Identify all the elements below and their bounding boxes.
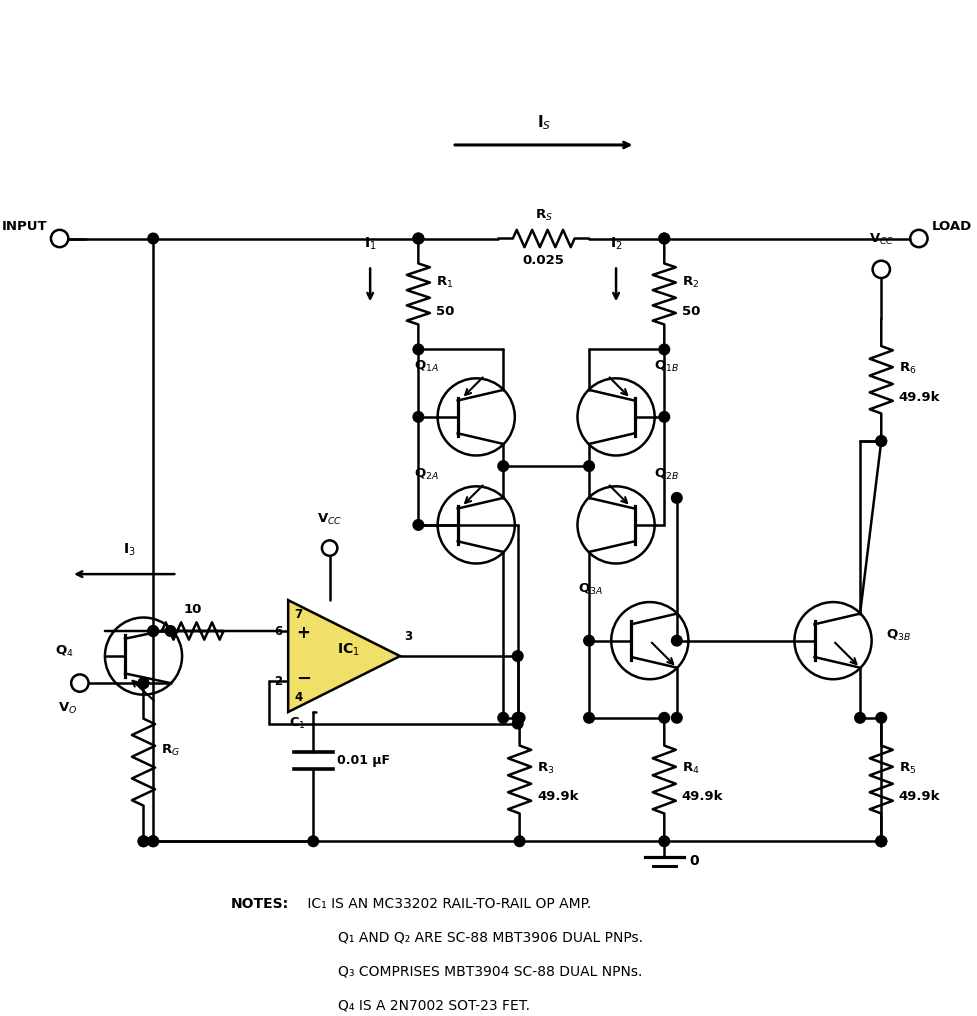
- Circle shape: [138, 678, 149, 689]
- Circle shape: [583, 635, 594, 646]
- Text: 0.025: 0.025: [523, 254, 565, 267]
- Circle shape: [413, 234, 424, 244]
- Text: 6: 6: [275, 625, 282, 637]
- Circle shape: [671, 493, 682, 503]
- Circle shape: [658, 712, 669, 723]
- Circle shape: [876, 836, 886, 846]
- Circle shape: [308, 836, 319, 846]
- Text: −: −: [296, 671, 311, 688]
- Circle shape: [512, 712, 523, 723]
- Text: 50: 50: [682, 305, 700, 318]
- Text: R$_6$: R$_6$: [899, 361, 916, 376]
- Circle shape: [876, 712, 886, 723]
- Text: 0: 0: [690, 853, 699, 868]
- Text: R$_3$: R$_3$: [537, 760, 554, 775]
- Text: R$_2$: R$_2$: [682, 275, 699, 290]
- Circle shape: [876, 836, 886, 846]
- Text: R$_S$: R$_S$: [534, 208, 553, 224]
- Text: Q$_{2B}$: Q$_{2B}$: [654, 466, 679, 482]
- Circle shape: [583, 712, 594, 723]
- Text: 50: 50: [436, 305, 454, 318]
- Text: I$_S$: I$_S$: [536, 114, 551, 132]
- Text: 49.9k: 49.9k: [682, 790, 723, 804]
- Text: 3: 3: [404, 630, 412, 643]
- Text: INPUT: INPUT: [1, 219, 47, 233]
- Text: 4: 4: [294, 691, 302, 704]
- Circle shape: [138, 678, 149, 689]
- Circle shape: [138, 836, 149, 846]
- Circle shape: [855, 712, 866, 723]
- Circle shape: [671, 635, 682, 646]
- Text: Q₃ COMPRISES MBT3904 SC-88 DUAL NPNs.: Q₃ COMPRISES MBT3904 SC-88 DUAL NPNs.: [338, 964, 643, 978]
- Text: C$_1$: C$_1$: [288, 716, 306, 732]
- Circle shape: [165, 626, 176, 636]
- Circle shape: [512, 651, 523, 661]
- Text: 2: 2: [275, 675, 282, 688]
- Text: I$_2$: I$_2$: [610, 236, 622, 252]
- Text: Q$_{1A}$: Q$_{1A}$: [413, 359, 439, 374]
- Circle shape: [498, 712, 509, 723]
- Text: 49.9k: 49.9k: [537, 790, 578, 804]
- Text: Q$_{2A}$: Q$_{2A}$: [413, 466, 439, 482]
- Text: V$_O$: V$_O$: [58, 700, 77, 715]
- Circle shape: [413, 344, 424, 355]
- Circle shape: [658, 234, 669, 244]
- Circle shape: [658, 344, 669, 355]
- Circle shape: [498, 461, 509, 471]
- Text: Q$_4$: Q$_4$: [55, 644, 74, 658]
- Text: V$_{CC}$: V$_{CC}$: [317, 512, 342, 527]
- Text: R$_G$: R$_G$: [161, 743, 180, 758]
- Polygon shape: [288, 600, 400, 712]
- Text: LOAD: LOAD: [931, 219, 972, 233]
- Circle shape: [148, 626, 158, 636]
- Text: 10: 10: [184, 602, 202, 616]
- Text: 49.9k: 49.9k: [899, 790, 940, 804]
- Circle shape: [148, 626, 158, 636]
- Circle shape: [148, 234, 158, 244]
- Circle shape: [671, 712, 682, 723]
- Circle shape: [583, 461, 594, 471]
- Text: Q₁ AND Q₂ ARE SC-88 MBT3906 DUAL PNPs.: Q₁ AND Q₂ ARE SC-88 MBT3906 DUAL PNPs.: [338, 931, 643, 945]
- Circle shape: [658, 234, 669, 244]
- Text: R$_5$: R$_5$: [899, 760, 916, 775]
- Text: IC₁ IS AN MC33202 RAIL-TO-RAIL OP AMP.: IC₁ IS AN MC33202 RAIL-TO-RAIL OP AMP.: [303, 897, 591, 911]
- Text: NOTES:: NOTES:: [231, 897, 288, 911]
- Circle shape: [876, 436, 886, 446]
- Circle shape: [138, 836, 149, 846]
- Circle shape: [413, 519, 424, 530]
- Text: R$_1$: R$_1$: [436, 275, 453, 290]
- Text: Q$_{3B}$: Q$_{3B}$: [886, 628, 912, 643]
- Circle shape: [658, 411, 669, 423]
- Circle shape: [514, 712, 525, 723]
- Circle shape: [876, 436, 886, 446]
- Circle shape: [413, 411, 424, 423]
- Circle shape: [514, 836, 525, 846]
- Circle shape: [413, 234, 424, 244]
- Text: 0.01 μF: 0.01 μF: [337, 754, 391, 767]
- Text: IC$_1$: IC$_1$: [337, 642, 360, 658]
- Text: Q$_{3A}$: Q$_{3A}$: [577, 582, 603, 597]
- Circle shape: [658, 836, 669, 846]
- Circle shape: [148, 836, 158, 846]
- Text: 7: 7: [294, 608, 302, 621]
- Text: Q$_{1B}$: Q$_{1B}$: [654, 359, 679, 374]
- Text: R$_4$: R$_4$: [682, 760, 700, 775]
- Circle shape: [148, 836, 158, 846]
- Text: V$_{CC}$: V$_{CC}$: [869, 232, 894, 247]
- Text: I$_1$: I$_1$: [363, 236, 376, 252]
- Text: +: +: [297, 624, 311, 642]
- Text: 49.9k: 49.9k: [899, 390, 940, 403]
- Text: Q₄ IS A 2N7002 SOT-23 FET.: Q₄ IS A 2N7002 SOT-23 FET.: [338, 999, 531, 1012]
- Circle shape: [876, 836, 886, 846]
- Text: I$_3$: I$_3$: [123, 542, 136, 558]
- Circle shape: [512, 718, 523, 728]
